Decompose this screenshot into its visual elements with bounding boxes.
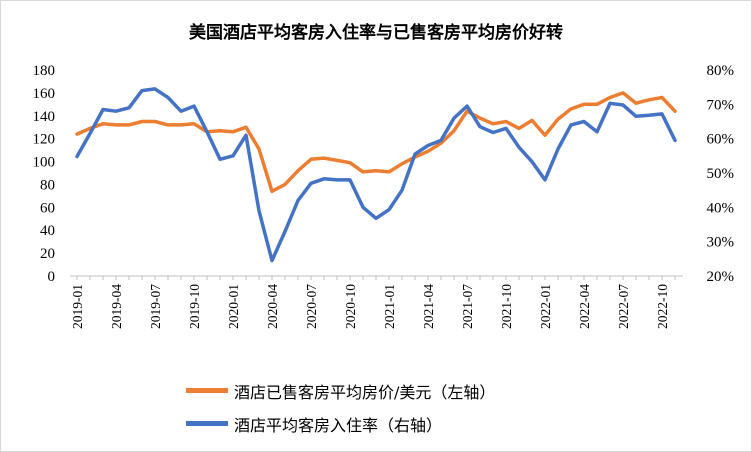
x-tick-label: 2021-10: [499, 284, 514, 329]
x-tick-label: 2021-04: [421, 284, 436, 329]
y-right-tick-label: 80%: [707, 63, 735, 79]
x-tick-label: 2019-10: [187, 284, 202, 329]
legend-item-price: 酒店已售客房平均房价/美元（左轴）: [186, 374, 495, 407]
y-left-tick-label: 140: [33, 109, 56, 125]
x-tick-label: 2022-01: [538, 284, 553, 329]
y-left-tick-label: 180: [33, 63, 56, 79]
legend-label-occupancy: 酒店平均客房入住率（右轴）: [234, 415, 443, 435]
x-tick-label: 2021-01: [382, 284, 397, 329]
x-tick-label: 2020-07: [304, 284, 319, 329]
y-right-tick-label: 30%: [707, 235, 735, 251]
x-tick-label: 2019-07: [148, 284, 163, 329]
x-tick-label: 2019-01: [70, 284, 85, 329]
y-left-tick-label: 40: [40, 223, 55, 239]
y-right-tick-label: 20%: [707, 269, 735, 285]
series-line-occupancy: [75, 87, 677, 263]
series-line-price: [75, 91, 677, 194]
x-tick-label: 2022-07: [616, 284, 631, 329]
y-right-tick-label: 40%: [707, 200, 735, 216]
legend-item-occupancy: 酒店平均客房入住率（右轴）: [186, 407, 495, 440]
y-right-tick-label: 50%: [707, 166, 735, 182]
legend-swatch-price: [186, 388, 228, 393]
x-tick-label: 2021-07: [460, 284, 475, 329]
y-left-tick-label: 80: [40, 177, 55, 193]
x-tick-label: 2019-04: [109, 284, 124, 329]
y-right-tick-label: 70%: [707, 97, 735, 113]
x-tick-label: 2020-04: [265, 284, 280, 329]
legend: 酒店已售客房平均房价/美元（左轴） 酒店平均客房入住率（右轴）: [186, 374, 495, 440]
series-layer: [75, 87, 677, 263]
legend-swatch-occupancy: [186, 421, 228, 426]
y-left-tick-label: 60: [40, 200, 55, 216]
chart-title: 美国酒店平均客房入住率与已售客房平均房价好转: [189, 23, 563, 43]
x-tick-label: 2022-04: [577, 284, 592, 329]
legend-label-price: 酒店已售客房平均房价/美元（左轴）: [234, 382, 496, 402]
axes-layer: [70, 275, 683, 280]
y-left-tick-label: 20: [40, 246, 55, 262]
x-tick-label: 2020-01: [226, 284, 241, 329]
ticks-layer: 0 20 40 60 80 100 120 140 160 180 20% 30% 40% 50% 60% 7…: [33, 63, 735, 329]
x-tick-label: 2020-10: [343, 284, 358, 329]
y-left-tick-label: 120: [33, 132, 56, 148]
x-tick-label: 2022-10: [655, 284, 670, 329]
y-right-tick-label: 60%: [707, 132, 735, 148]
y-left-tick-label: 100: [33, 155, 56, 171]
y-left-tick-label: 0: [48, 269, 56, 285]
y-left-tick-label: 160: [33, 86, 56, 102]
